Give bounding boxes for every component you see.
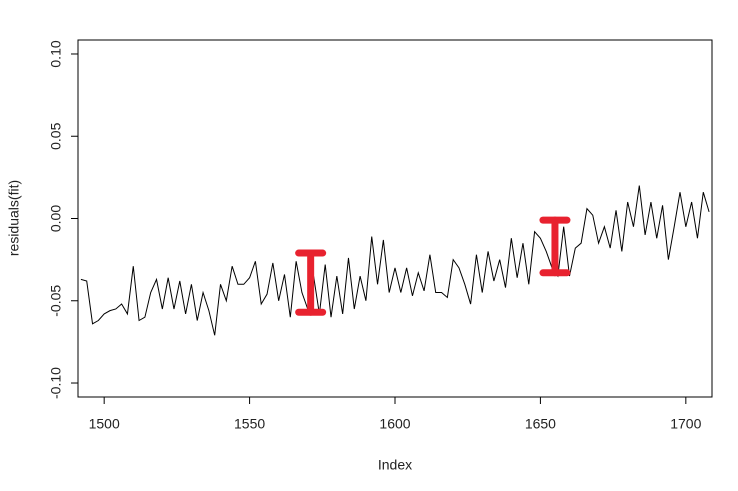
data-line (80, 185, 710, 336)
x-tick-label: 1700 (670, 416, 701, 432)
y-axis-label: residuals(fit) (6, 180, 22, 256)
x-tick-label: 1650 (525, 416, 556, 432)
y-tick-label: 0.05 (48, 122, 64, 149)
y-tick-label: 0.00 (48, 205, 64, 232)
x-tick-label: 1500 (89, 416, 120, 432)
x-tick-label: 1600 (379, 416, 410, 432)
x-tick-label: 1550 (234, 416, 265, 432)
x-axis-label: Index (378, 457, 412, 473)
y-tick-label: 0.10 (48, 40, 64, 67)
y-tick-label: -0.10 (48, 367, 64, 399)
y-tick-label: -0.05 (48, 285, 64, 317)
